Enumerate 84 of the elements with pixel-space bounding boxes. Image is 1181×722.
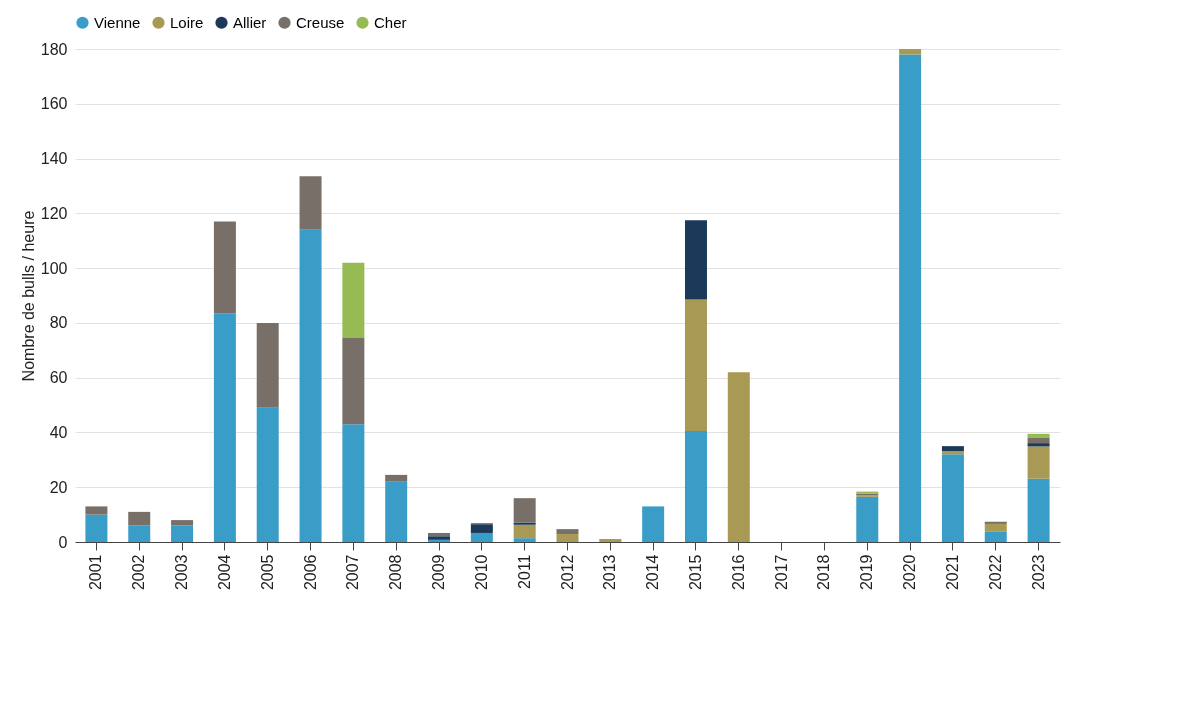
y-axis-title: Nombre de bulls / heure	[19, 210, 37, 382]
x-tick-label: 2008	[387, 554, 405, 591]
bar	[684, 431, 707, 542]
x-tick-label: 2002	[130, 554, 148, 591]
bar	[128, 525, 151, 542]
x-tick-label: 2010	[472, 554, 490, 591]
bar	[941, 451, 964, 455]
bar	[984, 521, 1007, 524]
x-tick-label: 2006	[301, 554, 319, 591]
x-tick-label: 2023	[1029, 554, 1047, 591]
y-tick-label: 0	[58, 533, 68, 551]
bar	[513, 524, 536, 539]
bar	[342, 337, 365, 425]
legend-label: Cher	[374, 13, 407, 31]
y-tick-label: 60	[49, 369, 68, 387]
bar	[1027, 437, 1050, 444]
bar	[1027, 443, 1050, 447]
bar	[342, 424, 365, 542]
x-tick-label: 2020	[901, 554, 919, 591]
legend-label: Vienne	[94, 13, 141, 31]
x-tick-label: 2022	[986, 554, 1004, 591]
x-tick-label: 2009	[430, 554, 448, 591]
bar	[213, 313, 236, 542]
bar	[385, 474, 408, 482]
bar	[128, 511, 151, 526]
bar	[642, 506, 665, 542]
x-tick-label: 2011	[515, 554, 533, 589]
bar	[299, 229, 322, 542]
bar	[856, 496, 879, 542]
bar	[256, 322, 279, 408]
y-tick-label: 80	[49, 314, 68, 332]
bar	[385, 481, 408, 542]
bar	[85, 514, 108, 542]
x-tick-label: 2007	[344, 554, 362, 591]
bar	[727, 372, 750, 542]
bar	[85, 506, 108, 515]
y-tick-label: 100	[40, 259, 68, 277]
y-tick-label: 20	[49, 478, 68, 496]
bar	[899, 49, 922, 55]
x-tick-label: 2017	[772, 554, 790, 591]
bar	[684, 220, 707, 300]
bar	[556, 534, 579, 542]
bar	[342, 262, 365, 338]
y-tick-label: 120	[40, 204, 68, 222]
y-tick-label: 40	[49, 423, 68, 441]
bar	[899, 54, 922, 542]
bar	[513, 498, 536, 523]
bar	[599, 538, 622, 542]
bar	[941, 454, 964, 542]
bar	[299, 176, 322, 230]
x-tick-label: 2004	[215, 554, 233, 591]
bar	[171, 520, 194, 526]
bar	[428, 532, 451, 537]
bar	[556, 529, 579, 535]
bar	[684, 299, 707, 432]
x-tick-label: 2016	[729, 554, 747, 591]
bar	[984, 523, 1007, 532]
bar	[470, 532, 493, 542]
legend-label: Creuse	[296, 13, 345, 31]
y-tick-label: 140	[40, 150, 68, 168]
x-tick-label: 2015	[686, 554, 704, 591]
legend-label: Allier	[233, 13, 267, 31]
bar	[1027, 478, 1050, 542]
x-tick-label: 2003	[173, 554, 191, 591]
x-tick-label: 2018	[815, 554, 833, 591]
x-tick-label: 2005	[258, 554, 276, 591]
x-tick-label: 2014	[644, 554, 662, 591]
bar	[1027, 446, 1050, 479]
x-tick-label: 2013	[601, 554, 619, 591]
x-tick-label: 2019	[858, 554, 876, 591]
bar	[941, 446, 964, 452]
bar	[513, 522, 536, 525]
legend-label: Loire	[170, 13, 204, 31]
bar	[470, 524, 493, 533]
y-tick-label: 160	[40, 95, 68, 113]
bar	[171, 525, 194, 542]
x-tick-label: 2001	[87, 554, 105, 591]
bar	[256, 407, 279, 542]
x-tick-label: 2021	[943, 554, 961, 591]
bar	[513, 538, 536, 542]
bar	[984, 531, 1007, 542]
x-tick-label: 2012	[558, 554, 576, 591]
y-tick-label: 180	[40, 40, 68, 58]
bar	[213, 221, 236, 314]
